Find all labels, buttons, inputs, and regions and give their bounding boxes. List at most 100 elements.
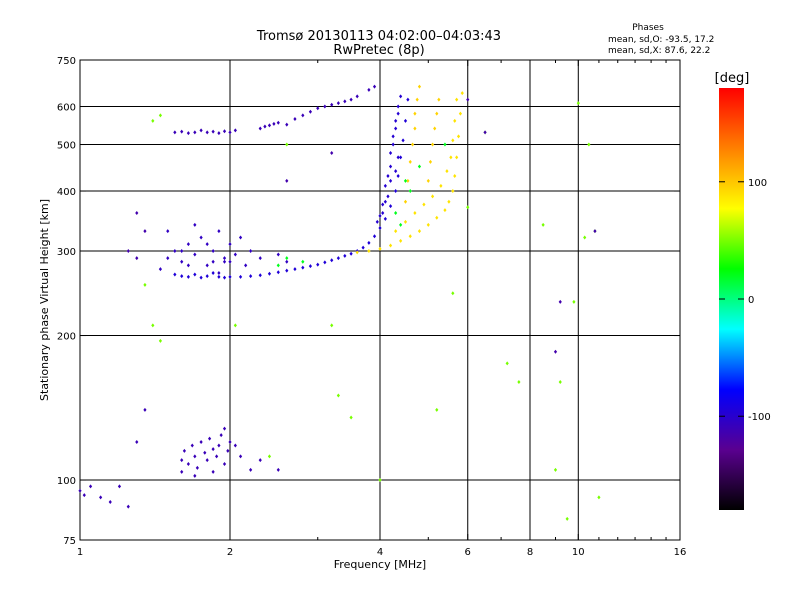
data-point [430, 194, 435, 199]
data-point [439, 183, 443, 188]
y-tick-label: 750 [57, 56, 76, 67]
data-point [228, 440, 232, 445]
data-point [158, 113, 163, 118]
data-point [417, 164, 422, 169]
data-point [413, 111, 417, 116]
data-point [117, 484, 122, 489]
data-point [430, 142, 435, 147]
data-point [408, 234, 412, 239]
x-axis-label: Frequency [MHz] [334, 558, 426, 571]
data-point [383, 183, 387, 188]
data-point [378, 246, 382, 251]
data-point [388, 178, 393, 183]
data-point [372, 234, 377, 239]
data-point [249, 274, 253, 279]
data-point [285, 122, 289, 127]
data-point [553, 467, 558, 472]
data-point [180, 274, 184, 279]
y-tick-label: 200 [57, 332, 76, 343]
data-point [285, 268, 289, 273]
data-point [565, 516, 569, 521]
data-point [428, 159, 433, 164]
data-point [258, 273, 262, 278]
data-point [143, 282, 147, 287]
data-point [361, 245, 365, 250]
data-point [417, 229, 422, 234]
data-point [272, 121, 276, 126]
data-point [367, 87, 371, 92]
x-tick-label: 16 [674, 547, 687, 558]
data-point [455, 155, 459, 160]
data-point [413, 126, 417, 131]
data-point [388, 164, 393, 169]
data-point [207, 436, 212, 441]
data-point [399, 238, 403, 243]
data-point [375, 219, 379, 224]
data-point [186, 461, 190, 466]
data-point [330, 151, 334, 156]
data-point [394, 126, 398, 131]
data-point [215, 454, 219, 459]
data-point [173, 272, 177, 277]
data-point [417, 84, 422, 89]
data-point [316, 262, 320, 267]
data-point [143, 407, 147, 412]
data-point [435, 215, 439, 220]
data-point [597, 495, 601, 500]
data-point [228, 130, 232, 135]
data-point [455, 97, 459, 102]
data-point [437, 97, 441, 102]
data-point [349, 415, 353, 420]
data-point [180, 129, 184, 134]
stats-x-mode: mean, sd,X: 87.6, 22.2 [608, 46, 710, 56]
data-point [383, 216, 387, 221]
data-point [401, 138, 405, 143]
data-point [217, 229, 221, 234]
data-point [426, 222, 430, 227]
data-point [211, 469, 215, 474]
data-point [222, 259, 227, 264]
data-point [301, 259, 305, 264]
data-point [228, 274, 232, 279]
data-point [343, 253, 347, 258]
data-point [406, 178, 410, 183]
data-point [249, 249, 253, 254]
data-point [195, 465, 199, 470]
data-point [193, 454, 197, 459]
data-point [222, 129, 227, 134]
data-point [330, 258, 334, 263]
y-tick-label: 500 [57, 141, 76, 152]
data-point [308, 264, 313, 269]
data-point [396, 104, 400, 109]
data-point [323, 104, 327, 109]
data-point [158, 267, 163, 272]
data-point [233, 323, 237, 328]
data-point [386, 194, 390, 199]
data-point [135, 256, 139, 261]
data-point [572, 299, 576, 304]
data-point [541, 222, 545, 227]
data-point [466, 97, 470, 102]
data-point [193, 222, 197, 227]
y-axis-ticks: 75 100 200 300 400 500 600 750 [57, 56, 680, 547]
y-tick-label: 75 [63, 536, 76, 547]
data-point [505, 361, 509, 366]
data-point [336, 256, 340, 261]
data-point [135, 440, 139, 445]
data-point [135, 211, 139, 216]
data-point [388, 204, 393, 209]
data-point [378, 213, 382, 218]
data-point [453, 118, 457, 123]
data-point [394, 211, 398, 216]
data-point [143, 229, 147, 234]
data-point [180, 469, 184, 474]
data-point [166, 229, 170, 234]
data-point [205, 274, 209, 279]
data-point [408, 159, 412, 164]
data-point [238, 235, 243, 240]
data-point [126, 504, 130, 509]
x-tick-label: 1 [77, 547, 83, 558]
data-point [445, 169, 449, 174]
data-point [182, 448, 186, 453]
